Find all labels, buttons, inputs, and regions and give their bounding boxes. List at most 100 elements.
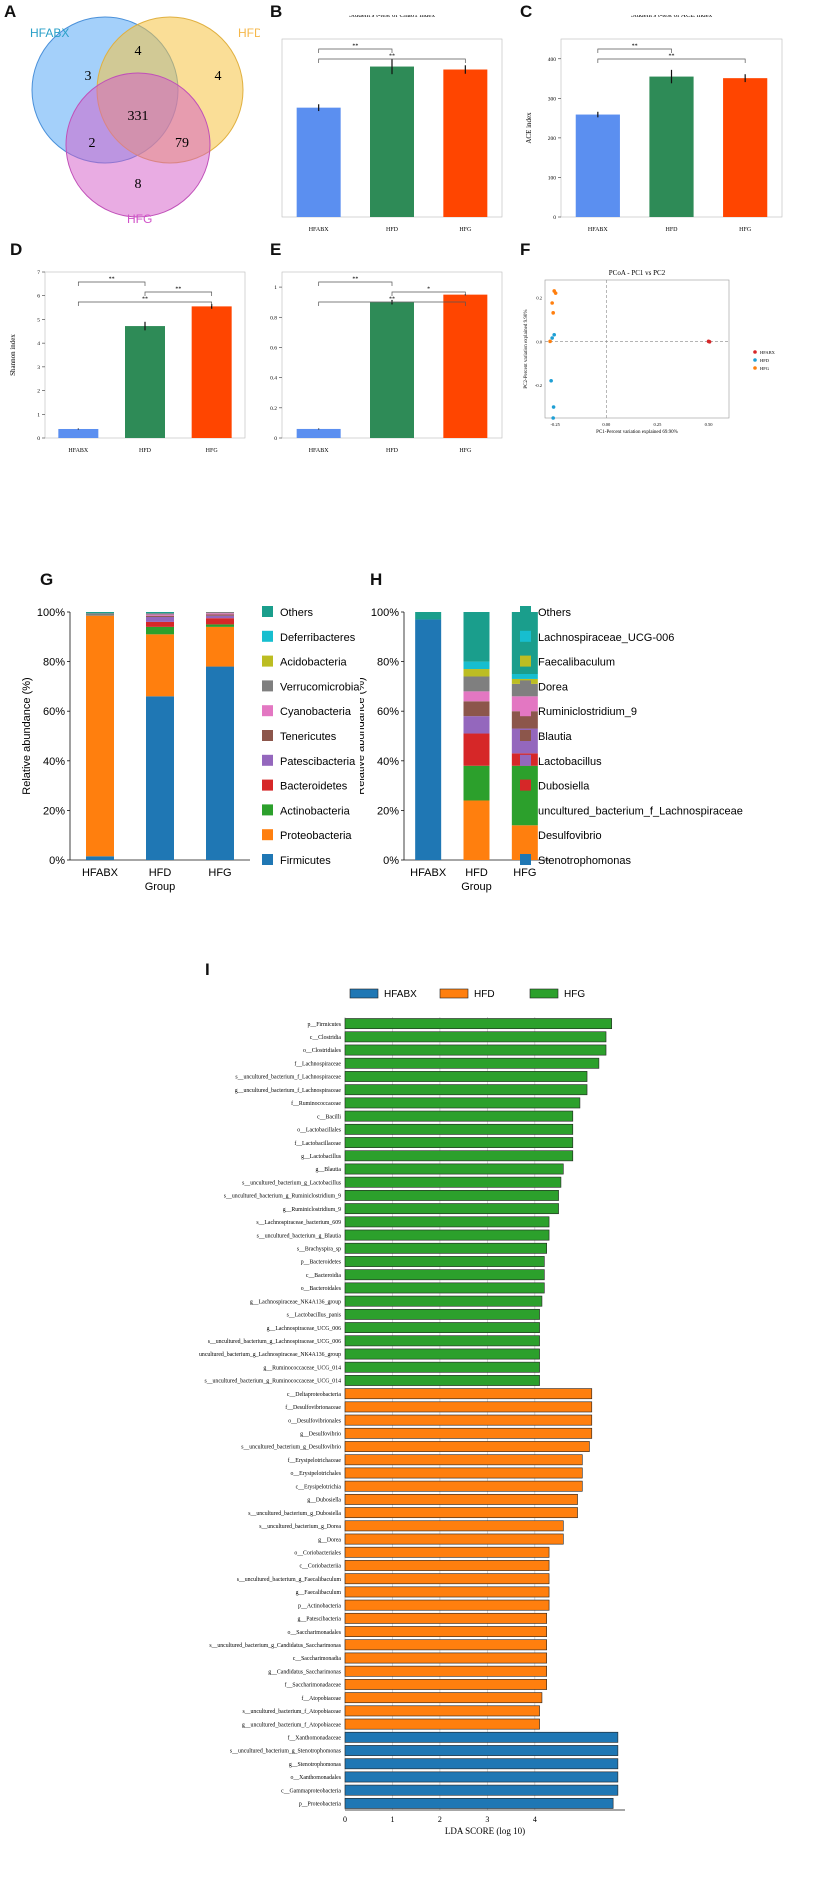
pcoa-frame	[544, 279, 730, 419]
stack-segment-cyanobacteria	[146, 614, 174, 616]
bar-hfg	[443, 69, 488, 217]
legend-label-others: Others	[538, 607, 572, 619]
lda-bar	[344, 1797, 614, 1809]
stack-segment-desulfovibrio	[463, 800, 490, 860]
legend-label-desulfovibrio: Desulfovibrio	[538, 830, 602, 842]
venn-count-hfabx-hfd: 4	[135, 44, 142, 59]
bar-hfabx	[575, 114, 620, 217]
lda-bar	[344, 1573, 550, 1585]
x-axis-label-g: Group	[145, 881, 176, 893]
lda-bar	[344, 1718, 540, 1730]
lda-bar-label: g__Faecalibaculum	[296, 1590, 342, 1596]
lda-bar	[344, 1031, 607, 1043]
y-tick-label-d: 6	[37, 294, 40, 300]
legend-label-others: Others	[280, 607, 314, 619]
lda-bar-label: s__uncultured_bacterium_g_Ruminococcacea…	[204, 1379, 341, 1385]
bar-hfabx	[296, 107, 341, 217]
stack-segment-patescibacteria	[206, 615, 234, 619]
y-axis-label-d: Shannon index	[9, 334, 17, 376]
lda-bar-label: s__uncultured_bacterium_g_Desulfovibrio	[241, 1444, 341, 1451]
stack-segment-dorea	[463, 676, 490, 692]
stack-segment-others	[415, 612, 442, 620]
panel-label-a: A	[4, 2, 17, 21]
significance-bracket	[77, 301, 213, 306]
x-tick-label-hfg: HFG	[513, 867, 536, 879]
lda-bar-label: s__Lachnospiraceae_bacterium_609	[256, 1220, 341, 1226]
lda-bar	[344, 1599, 550, 1611]
lda-bar	[344, 1190, 559, 1201]
lda-bar	[344, 1361, 540, 1373]
panel-label-g: G	[40, 570, 54, 589]
y-tick-label-c: 200	[548, 136, 557, 142]
pcoa-point-hfd	[551, 405, 556, 409]
legend-label-deferribacteres: Deferribacteres	[280, 632, 356, 644]
lda-bar	[344, 1480, 583, 1492]
bar-hfd	[125, 326, 165, 438]
pcoa-point-hfg	[548, 339, 552, 344]
stack-segment-faecalibaculum	[463, 669, 490, 677]
lda-bar	[344, 1057, 600, 1069]
bar-hfg	[443, 294, 488, 438]
lefse-legend-swatch-hfg	[529, 988, 559, 999]
significance-bracket	[318, 281, 393, 286]
significance-label: **	[109, 277, 115, 283]
x-tick-label-hfabx: HFABX	[410, 867, 447, 879]
lefse-x-tick-label: 0	[343, 1815, 347, 1824]
lda-bar-label: g__Ruminococcaceae_UCG_014	[263, 1365, 341, 1371]
panel-label-d: D	[10, 240, 23, 259]
pcoa-point-hfg	[551, 311, 555, 315]
x-tick-label-hfabx: HFABX	[309, 448, 330, 454]
legend-swatch-acidobacteria	[262, 655, 273, 667]
legend-label-proteobacteria: Proteobacteria	[280, 830, 352, 842]
stack-segment-others	[146, 612, 174, 614]
significance-bracket	[597, 48, 672, 53]
significance-label: **	[352, 277, 358, 283]
legend-swatch-lactobacillus	[520, 754, 531, 766]
x-tick-label-hfabx: HFABX	[82, 867, 119, 879]
lda-bar-label: g__Stenotrophomonas	[289, 1762, 342, 1768]
x-tick-label-hfd: HFD	[386, 448, 399, 454]
legend-swatch-verrucomicrobia	[262, 680, 273, 692]
lda-bar-label: s__uncultured_bacterium_g_Dubosiella	[248, 1511, 341, 1517]
lda-bar	[344, 1612, 547, 1624]
y-tick-label-e: 0	[274, 436, 277, 442]
legend-swatch-desulfovibrio	[520, 829, 531, 841]
pcoa-legend-label-hfg: HFG	[760, 366, 770, 371]
stack-segment-lachnospiraceae_ucg-006	[463, 661, 490, 670]
legend-label-faecalibaculum: Faecalibaculum	[538, 657, 615, 669]
lefse-legend-swatch-hfabx	[349, 988, 379, 999]
lda-bar-label: p__Proteobacteria	[299, 1802, 342, 1808]
legend-swatch-tenericutes	[262, 730, 273, 741]
lda-bar	[344, 1731, 619, 1743]
lefse-x-tick-label: 4	[533, 1815, 537, 1824]
significance-label: **	[669, 54, 675, 60]
stack-segment-dubosiella	[463, 733, 490, 766]
legend-label-stenotrophomonas: Stenotrophomonas	[538, 855, 631, 867]
y-axis-label-c: ACE index	[525, 112, 533, 144]
pcoa-point-hfg	[550, 301, 554, 305]
panel-label-f: F	[520, 240, 531, 259]
y-tick-label-g: 80%	[43, 657, 65, 669]
lda-bar	[344, 1084, 588, 1096]
lda-bar	[344, 1322, 540, 1334]
significance-label: **	[142, 297, 148, 303]
lda-bar	[344, 1454, 583, 1466]
panel-label-i: I	[205, 960, 210, 979]
lda-bar-label: o__Coriobacteriales	[294, 1550, 341, 1556]
lda-bar	[344, 1071, 588, 1082]
legend-swatch-others	[520, 606, 531, 617]
significance-bracket	[391, 291, 466, 296]
lda-bar-label: g__Dorea	[318, 1537, 341, 1543]
significance-label: **	[175, 287, 181, 293]
lda-bar	[344, 1771, 619, 1783]
venn-count-only-hfg: 8	[135, 177, 142, 192]
lda-bar	[344, 1586, 550, 1598]
lda-bar	[344, 1784, 619, 1796]
y-tick-label-e: 0.2	[270, 406, 277, 412]
lda-bar-label: f__Lachnospiraceae	[294, 1060, 341, 1067]
legend-label-lactobacillus: Lactobacillus	[538, 756, 602, 768]
y-tick-label-e: 1	[274, 285, 277, 291]
x-tick-label-hfg: HFG	[739, 227, 752, 233]
lda-bar	[344, 1520, 564, 1532]
stack-segment-ruminiclostridium_9	[463, 691, 490, 702]
